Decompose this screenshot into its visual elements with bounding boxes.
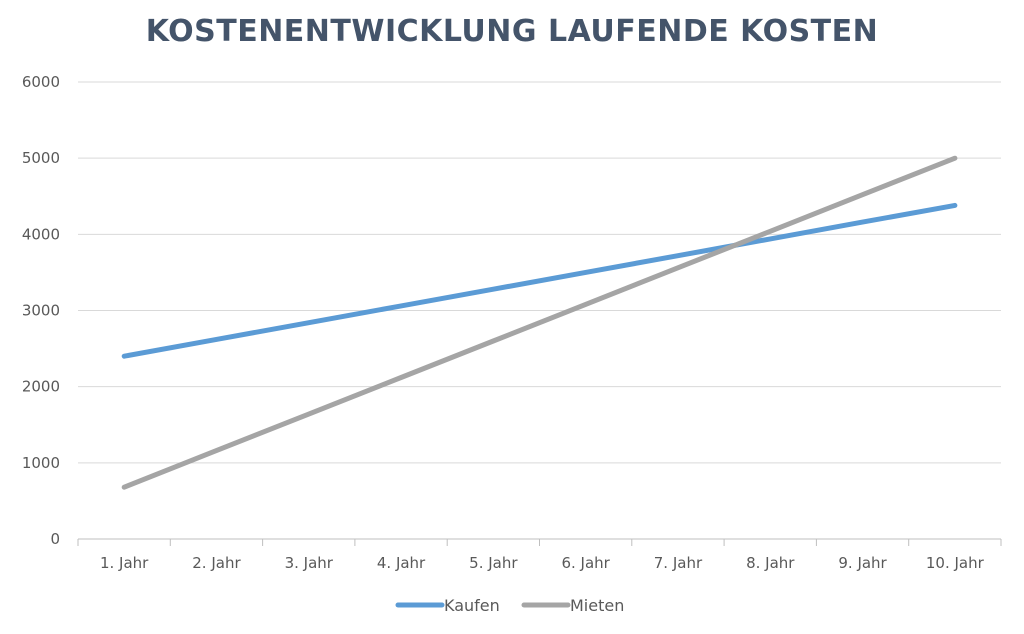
axis-layer: 0 1000 2000 3000 4000 5000 6000 1. Jahr 2. Jahr 3…	[22, 73, 1002, 572]
y-tick-label: 0	[50, 530, 60, 548]
series-line-mieten	[121, 155, 958, 490]
legend-label-mieten: Mieten	[570, 596, 624, 615]
x-tick-label: 8. Jahr	[746, 554, 795, 572]
legend: Kaufen Mieten	[395, 596, 624, 615]
series-line-kaufen	[121, 202, 958, 359]
x-tick-label: 5. Jahr	[469, 554, 518, 572]
x-tick-label: 9. Jahr	[838, 554, 887, 572]
y-tick-label: 5000	[22, 149, 60, 167]
x-tick-label: 3. Jahr	[285, 554, 334, 572]
x-tick-label: 6. Jahr	[561, 554, 610, 572]
x-tick-label: 10. Jahr	[926, 554, 985, 572]
y-tick-label: 2000	[22, 378, 60, 396]
legend-label-kaufen: Kaufen	[444, 596, 500, 615]
chart-title: KOSTENENTWICKLUNG LAUFENDE KOSTEN	[145, 14, 879, 49]
y-tick-label: 4000	[22, 225, 60, 243]
x-tick-label: 7. Jahr	[654, 554, 703, 572]
x-tick-label: 1. Jahr	[100, 554, 149, 572]
series-layer	[121, 155, 958, 490]
grid-layer	[78, 81, 1001, 464]
x-tick-label: 2. Jahr	[192, 554, 241, 572]
x-tick-label: 4. Jahr	[377, 554, 426, 572]
y-tick-label: 6000	[22, 73, 60, 91]
y-tick-label: 1000	[22, 454, 60, 472]
y-tick-label: 3000	[22, 302, 60, 320]
